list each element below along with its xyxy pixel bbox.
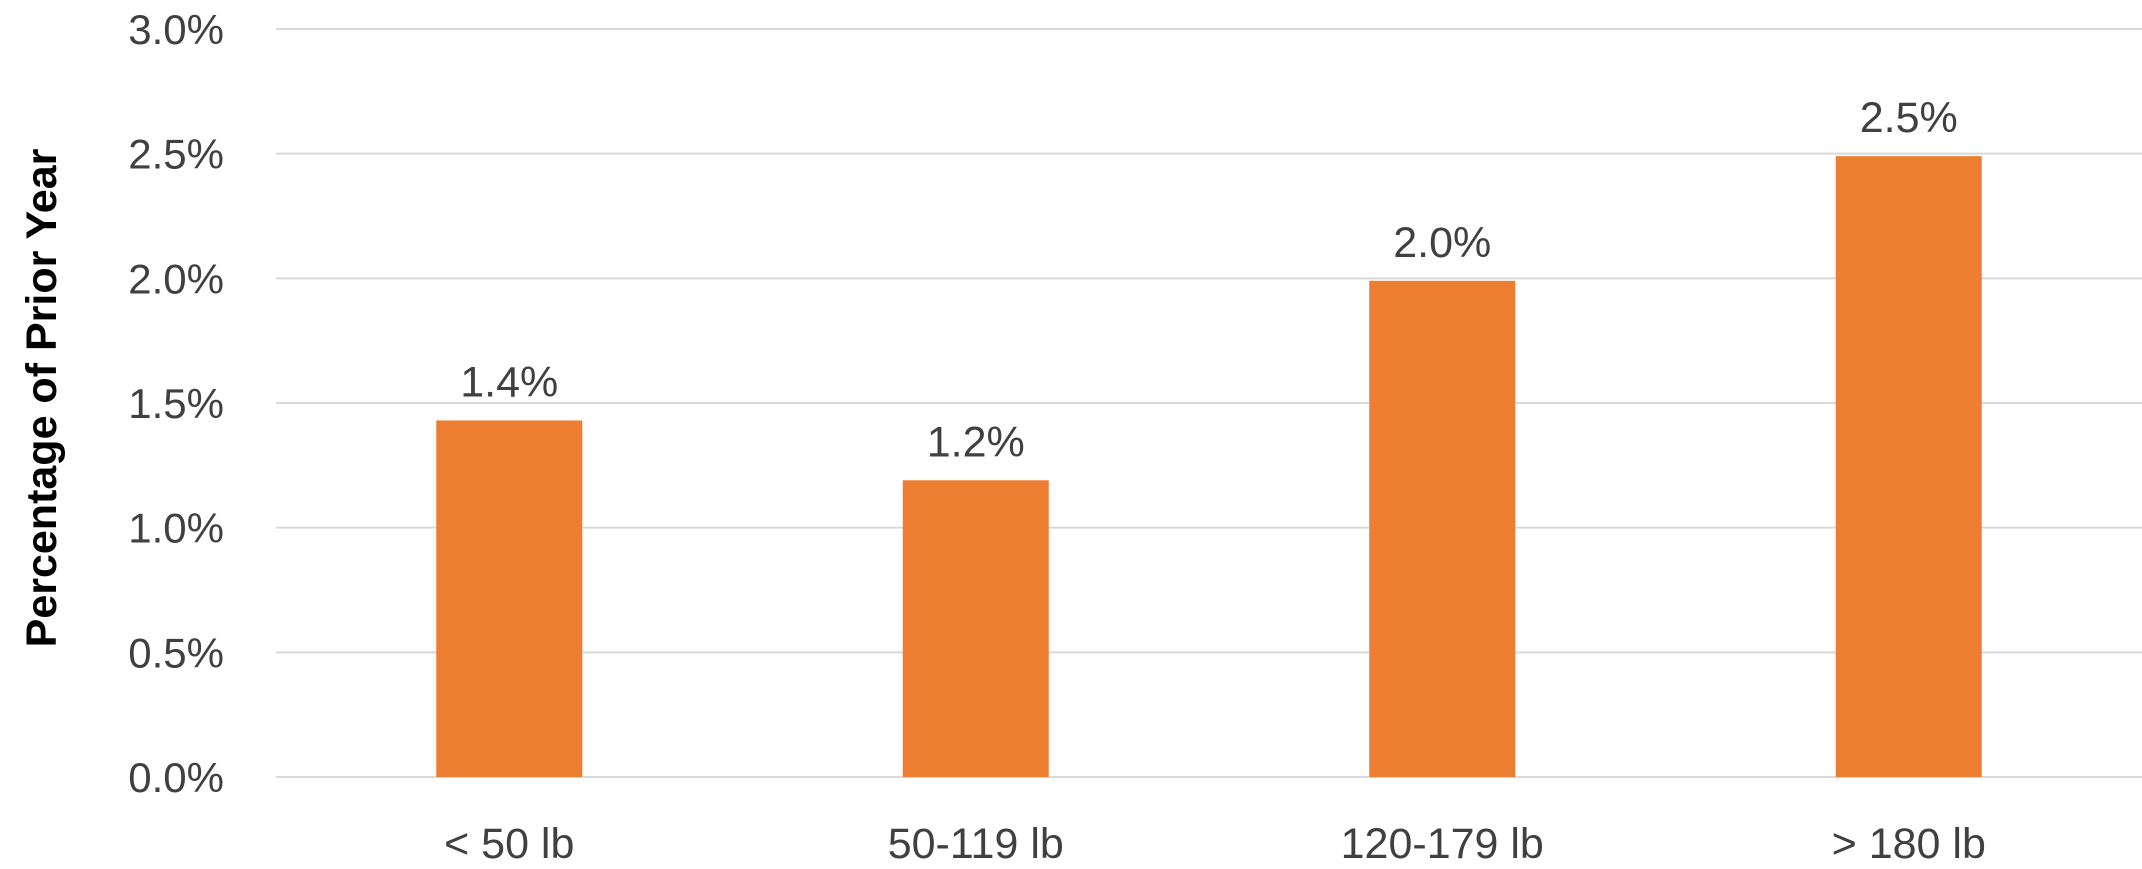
data-label: 1.4% [460,358,558,406]
bar [1369,280,1516,777]
y-tick-label: 2.0% [128,255,224,302]
bar [436,420,583,777]
x-axis-tick-labels: < 50 lb 50-119 lb 120-179 lb > 180 lb [444,820,1986,868]
y-tick-label: 3.0% [128,6,224,53]
gridlines [276,28,2142,778]
bar [1835,156,1982,777]
x-tick-label: > 180 lb [1832,820,1986,868]
x-tick-label: < 50 lb [444,820,574,868]
data-label: 2.0% [1393,219,1491,267]
y-tick-label: 2.5% [128,131,224,178]
data-label: 1.2% [927,418,1025,466]
y-tick-label: 1.5% [128,380,224,427]
bars [436,156,1982,777]
y-axis-tick-labels: 0.0% 0.5% 1.0% 1.5% 2.0% 2.5% 3.0% [128,6,224,801]
y-tick-label: 1.0% [128,505,224,552]
y-axis-title: Percentage of Prior Year [18,148,66,647]
bar [902,480,1049,777]
x-tick-label: 120-179 lb [1341,820,1544,868]
x-tick-label: 50-119 lb [888,820,1064,868]
data-label: 2.5% [1860,94,1958,142]
y-tick-label: 0.0% [128,754,224,801]
y-tick-label: 0.5% [128,629,224,676]
data-labels: 1.4% 1.2% 2.0% 2.5% [460,94,1958,466]
